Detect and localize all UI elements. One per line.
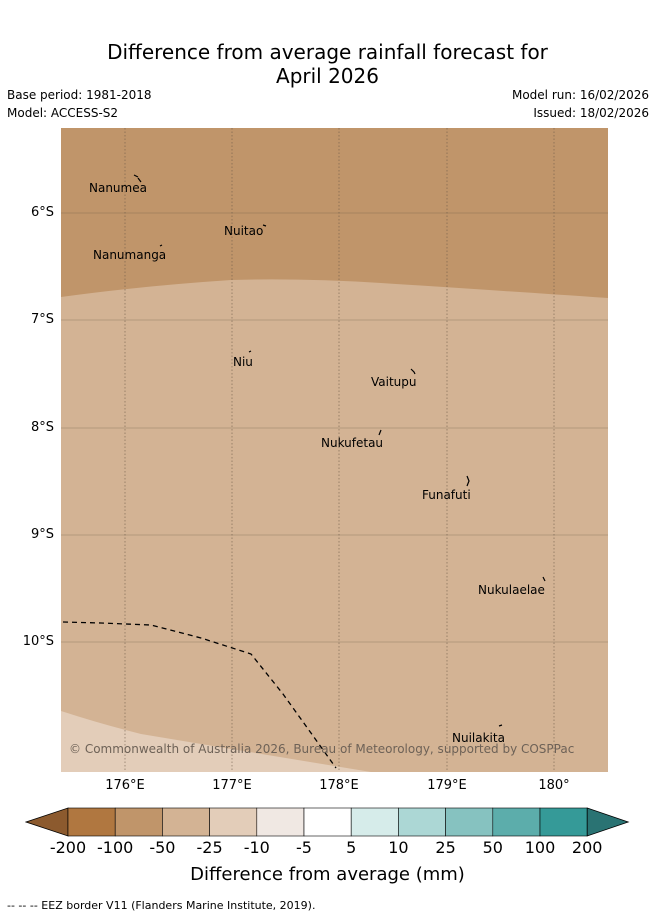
- colorbar-segment: [162, 807, 210, 837]
- copyright-notice: © Commonwealth of Australia 2026, Bureau…: [69, 742, 575, 756]
- base-period: Base period: 1981-2018: [7, 88, 152, 102]
- colorbar-tick-label: 200: [571, 838, 603, 857]
- island-vaitupu: [410, 368, 416, 375]
- colorbar-tick-label: 5: [346, 838, 357, 857]
- lat-gridlines: [61, 212, 608, 643]
- colorbar-segment: [303, 807, 352, 837]
- lon-gridlines: [124, 128, 555, 772]
- colorbar: [25, 807, 630, 837]
- label-nanumea: Nanumea: [89, 181, 147, 195]
- lon-label-179e: 179°E: [427, 778, 467, 793]
- colorbar-segment: [67, 807, 116, 837]
- lat-label-9s: 9°S: [30, 527, 54, 542]
- label-nuilakita: Nuilakita: [452, 731, 505, 745]
- lat-label-8s: 8°S: [30, 420, 54, 435]
- colorbar-arrow-high: [586, 807, 630, 837]
- island-nukulaelae: [542, 576, 546, 582]
- colorbar-segment: [539, 807, 588, 837]
- island-nanumanga: [159, 244, 163, 247]
- colorbar-segment: [114, 807, 163, 837]
- colorbar-segment: [398, 807, 446, 837]
- title-line-2: April 2026: [276, 64, 379, 88]
- lon-label-176e: 176°E: [105, 778, 145, 793]
- rainfall-map: [61, 128, 608, 772]
- eez-legend-note: -- -- -- EEZ border V11 (Flanders Marine…: [7, 899, 316, 912]
- colorbar-segment: [350, 807, 399, 837]
- lat-label-6s: 6°S: [30, 205, 54, 220]
- label-nukufetau: Nukufetau: [321, 436, 384, 450]
- model-run: Model run: 16/02/2026: [511, 88, 649, 102]
- colorbar-tick-label: -5: [296, 838, 312, 857]
- colorbar-tick-label: 25: [435, 838, 456, 857]
- issued-date: Issued: 18/02/2026: [533, 106, 649, 120]
- lon-label-177e: 177°E: [212, 778, 252, 793]
- label-niu: Niu: [233, 355, 253, 369]
- colorbar-tick-label: -100: [97, 838, 134, 857]
- colorbar-tick-label: 100: [524, 838, 556, 857]
- lat-label-10s: 10°S: [22, 634, 54, 649]
- label-funafuti: Funafuti: [422, 488, 471, 502]
- colorbar-segment: [445, 807, 494, 837]
- colorbar-segment: [256, 807, 305, 837]
- colorbar-segment: [209, 807, 258, 837]
- chart-title: Difference from average rainfall forecas…: [0, 40, 655, 88]
- zone-minus-10-25: [61, 711, 371, 772]
- colorbar-arrow-low: [25, 807, 69, 837]
- lat-label-7s: 7°S: [30, 312, 54, 327]
- colorbar-tick-label: -200: [49, 838, 87, 857]
- colorbar-tick-label: -50: [149, 838, 176, 857]
- colorbar-segment: [492, 807, 541, 837]
- colorbar-tick-label: 50: [482, 838, 503, 857]
- colorbar-tick-label: -10: [243, 838, 270, 857]
- island-nuilakita: [498, 724, 503, 727]
- lon-label-180: 180°: [538, 778, 570, 793]
- colorbar-tick-label: 10: [388, 838, 409, 857]
- label-nukulaelae: Nukulaelae: [478, 583, 545, 597]
- label-nuitao: Nuitao: [224, 224, 264, 238]
- label-nanumanga: Nanumanga: [93, 248, 167, 262]
- island-niu: [248, 350, 252, 353]
- island-nukufetau: [378, 429, 382, 436]
- island-nuitao: [262, 224, 267, 227]
- eez-border: [62, 621, 337, 769]
- label-vaitupu: Vaitupu: [371, 375, 417, 389]
- lon-label-178e: 178°E: [319, 778, 359, 793]
- title-line-1: Difference from average rainfall forecas…: [107, 40, 548, 64]
- island-nanumea: [133, 174, 142, 183]
- colorbar-tick-label: -25: [196, 838, 223, 857]
- colorbar-title: Difference from average (mm): [190, 864, 465, 885]
- island-outlines: [133, 174, 546, 727]
- model-name: Model: ACCESS-S2: [7, 106, 119, 120]
- island-funafuti: [466, 475, 470, 487]
